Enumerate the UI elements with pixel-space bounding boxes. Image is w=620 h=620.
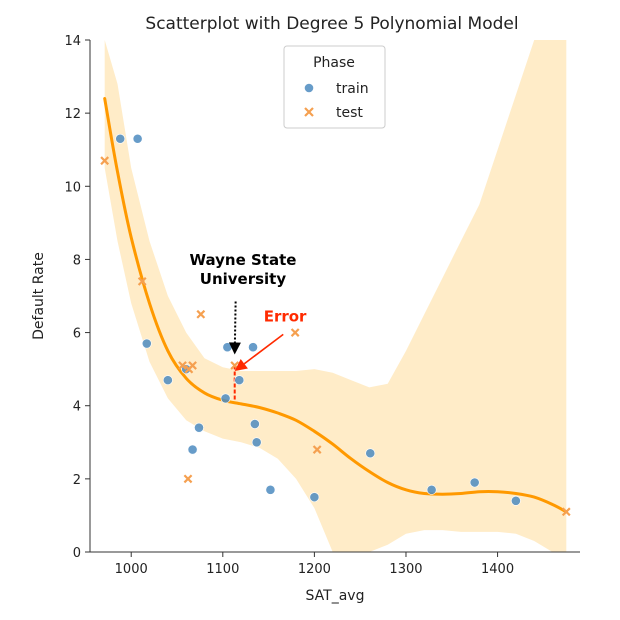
arrow-head-icon (234, 358, 248, 371)
train-point (115, 133, 126, 144)
train-point (365, 448, 376, 459)
x-axis-label: SAT_avg (306, 588, 365, 604)
test-point (183, 474, 193, 484)
model-curve-layer (103, 97, 568, 514)
train-point (309, 492, 320, 503)
points-layer (100, 133, 571, 517)
x-tick-label: 1400 (481, 562, 514, 577)
x-tick-label: 1000 (115, 562, 148, 577)
legend: Phase train test (283, 45, 386, 129)
y-axis-label: Default Rate (31, 252, 47, 340)
annotation-wayne-state: Wayne State University (189, 251, 296, 288)
train-point (426, 484, 437, 495)
train-point (251, 437, 262, 448)
legend-test-label: test (336, 105, 363, 121)
y-tick-label: 2 (73, 473, 81, 488)
train-point (249, 419, 260, 429)
train-point (132, 133, 143, 144)
x-tick-label: 1100 (206, 562, 239, 577)
ticks-layer: 1000 1100 1200 1300 1400 0 2 4 6 8 10 12 14 (64, 34, 514, 577)
legend-title: Phase (313, 55, 355, 71)
confidence-band (104, 40, 567, 552)
test-point (561, 507, 571, 517)
test-point (137, 276, 147, 286)
train-point (248, 342, 258, 353)
test-point (312, 445, 322, 454)
annotation-layer: Wayne State University Error (189, 251, 307, 371)
legend-frame (283, 45, 386, 129)
legend-train-label: train (336, 81, 369, 97)
y-tick-label: 8 (73, 253, 81, 268)
legend-train-marker (304, 83, 314, 93)
model-curve (103, 97, 568, 514)
x-tick-label: 1200 (298, 562, 331, 577)
train-point (469, 477, 480, 488)
test-point (196, 309, 206, 319)
train-point (220, 393, 231, 404)
train-point (510, 495, 521, 506)
annotation-arrow-wayne-state (233, 301, 237, 343)
axes-layer (89, 40, 580, 553)
train-point (234, 375, 245, 386)
train-point (141, 338, 152, 349)
y-tick-label: 4 (73, 400, 81, 415)
legend-test-marker (304, 107, 314, 117)
x-tick-label: 1300 (389, 562, 422, 577)
y-tick-label: 12 (64, 107, 81, 122)
chart-title: Scatterplot with Degree 5 Polynomial Mod… (145, 14, 518, 34)
train-point (187, 444, 198, 455)
annotation-arrow-error (243, 333, 284, 365)
confidence-band-layer (104, 40, 567, 552)
train-point (265, 484, 276, 495)
arrow-head-icon (228, 342, 241, 355)
train-point (162, 375, 173, 386)
y-tick-label: 6 (73, 327, 81, 342)
annotation-error: Error (264, 308, 307, 326)
y-tick-label: 14 (64, 34, 81, 49)
y-tick-label: 0 (73, 546, 81, 561)
test-point (178, 361, 187, 370)
train-point (194, 422, 204, 433)
test-point (100, 156, 110, 166)
test-point (290, 328, 300, 337)
test-point (188, 361, 197, 370)
y-tick-label: 10 (64, 180, 81, 195)
